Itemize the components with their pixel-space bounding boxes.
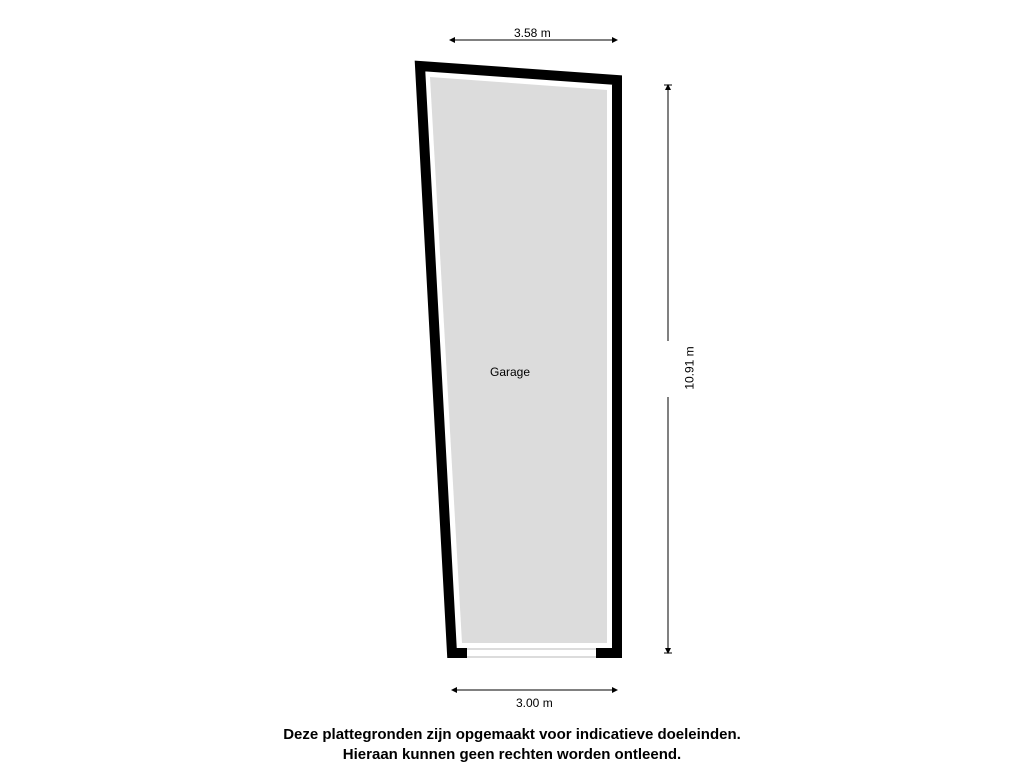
dimension-top-label: 3.58 m: [514, 26, 551, 40]
room-label-garage: Garage: [490, 365, 530, 379]
floorplan-canvas: Garage 3.58 m 3.00 m 10.91 m Deze platte…: [0, 0, 1024, 768]
disclaimer-line-2: Hieraan kunnen geen rechten worden ontle…: [343, 746, 681, 763]
floorplan-svg: [0, 0, 1024, 768]
disclaimer-line-1: Deze plattegronden zijn opgemaakt voor i…: [283, 726, 741, 743]
disclaimer-text: Deze plattegronden zijn opgemaakt voor i…: [0, 725, 1024, 766]
garage-floor: [430, 77, 607, 643]
dimension-right-label: 10.91 m: [683, 346, 697, 389]
dimension-bottom-label: 3.00 m: [516, 696, 553, 710]
